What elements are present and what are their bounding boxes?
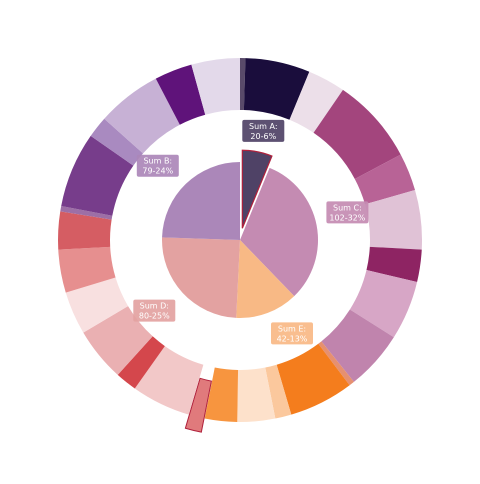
label-name-4: Sum D:	[140, 302, 169, 311]
label-value-5: 79-24%	[142, 167, 173, 176]
label-name-1: Sum A:	[249, 122, 278, 131]
label-value-4: 80-25%	[139, 312, 170, 321]
label-name-2: Sum C:	[333, 203, 362, 212]
label-value-1: 20-6%	[250, 132, 276, 141]
outer-slice-14[interactable]	[205, 368, 238, 422]
label-name-5: Sum B:	[143, 157, 172, 166]
label-value-2: 102-32%	[329, 213, 365, 222]
label-name-3: Sum E:	[278, 324, 306, 333]
label-value-3: 42-13%	[277, 334, 308, 343]
inner-pie	[162, 150, 318, 318]
